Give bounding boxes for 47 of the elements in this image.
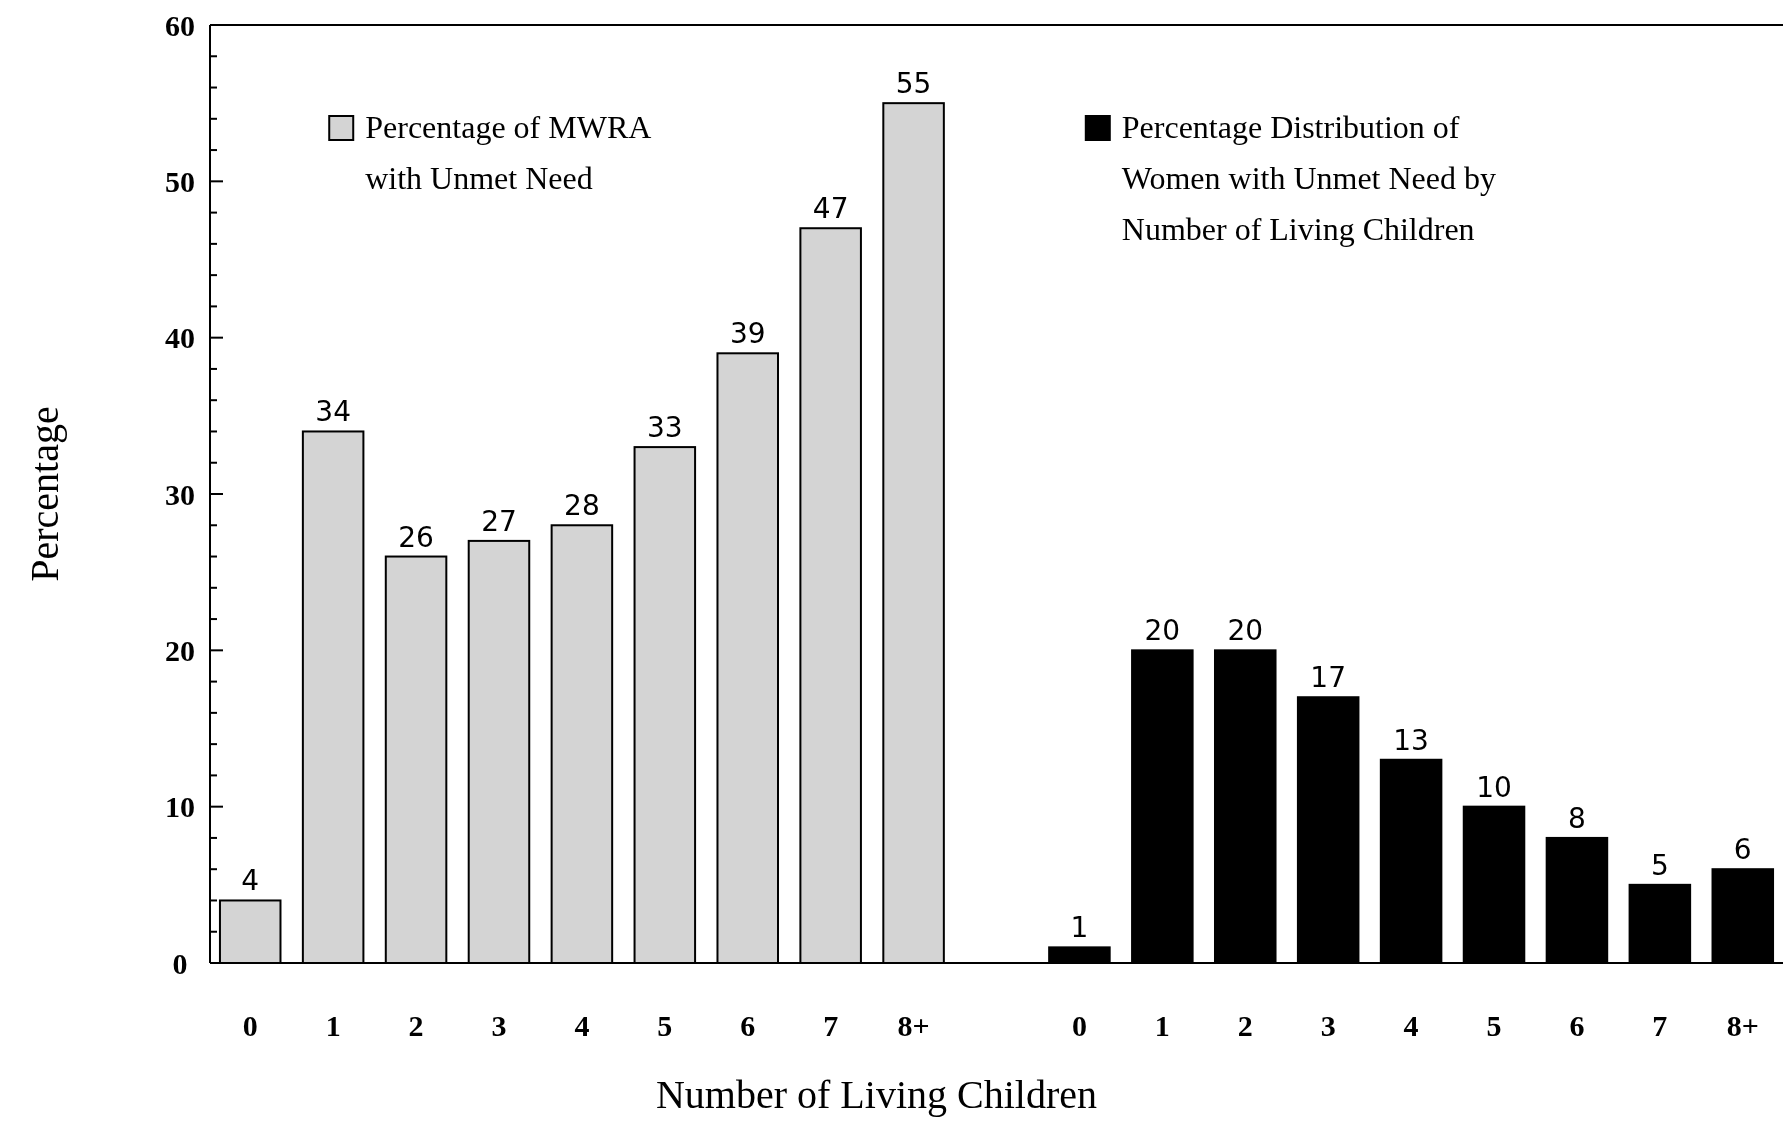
x-tick-label: 2 [408,1009,424,1042]
data-label: 6 [1733,833,1752,867]
y-tick-label: 40 [165,321,195,355]
x-axis-title: Number of Living Children [655,1072,1098,1117]
x-tick-label: 4 [1403,1009,1419,1042]
data-label: 47 [812,192,849,226]
y-tick-label: 60 [165,8,195,42]
data-label: 5 [1650,848,1669,882]
data-label: 13 [1393,723,1429,757]
legend-label: Percentage of MWRA with Unmet Need [365,109,652,196]
y-tick-label: 50 [165,164,195,198]
x-tick-label: 0 [1071,1009,1087,1042]
x-tick-label: 8+ [897,1009,930,1042]
data-label: 8 [1568,801,1586,835]
y-tick-label: 0 [172,946,188,980]
x-tick-label: 7 [823,1009,839,1042]
data-label: 28 [564,489,600,523]
data-label: 55 [895,67,932,101]
data-label: 17 [1310,661,1346,695]
data-label: 26 [398,520,434,554]
x-tick-label: 6 [1569,1009,1585,1042]
legend-label: Percentage Distribution of Women with Unmet Need by Number of Living Children [1121,109,1497,247]
y-tick-label: 10 [165,790,195,824]
data-label: 20 [1144,614,1181,648]
x-tick-label: 7 [1652,1009,1668,1042]
x-tick-label: 6 [740,1009,756,1042]
y-axis-title: Percentage [22,406,67,582]
x-tick-label: 1 [325,1009,341,1042]
x-tick-label: 2 [1237,1009,1253,1042]
x-tick-label: 8+ [1726,1009,1759,1042]
data-label: 1 [1070,911,1089,945]
data-label: 4 [241,864,260,898]
data-label: 27 [481,504,517,538]
data-label: 10 [1476,770,1512,804]
data-label: 39 [729,317,766,351]
x-tick-label: 0 [242,1009,258,1042]
x-tick-label: 3 [1320,1009,1336,1042]
x-tick-label: 5 [1486,1009,1502,1042]
y-tick-label: 30 [165,477,195,511]
x-tick-label: 1 [1154,1009,1170,1042]
data-label: 33 [647,411,683,445]
data-label: 20 [1227,614,1264,648]
x-tick-label: 3 [491,1009,507,1042]
x-tick-label: 5 [657,1009,673,1042]
y-tick-label: 20 [165,633,195,667]
x-tick-label: 4 [574,1009,590,1042]
data-label: 34 [315,395,351,429]
